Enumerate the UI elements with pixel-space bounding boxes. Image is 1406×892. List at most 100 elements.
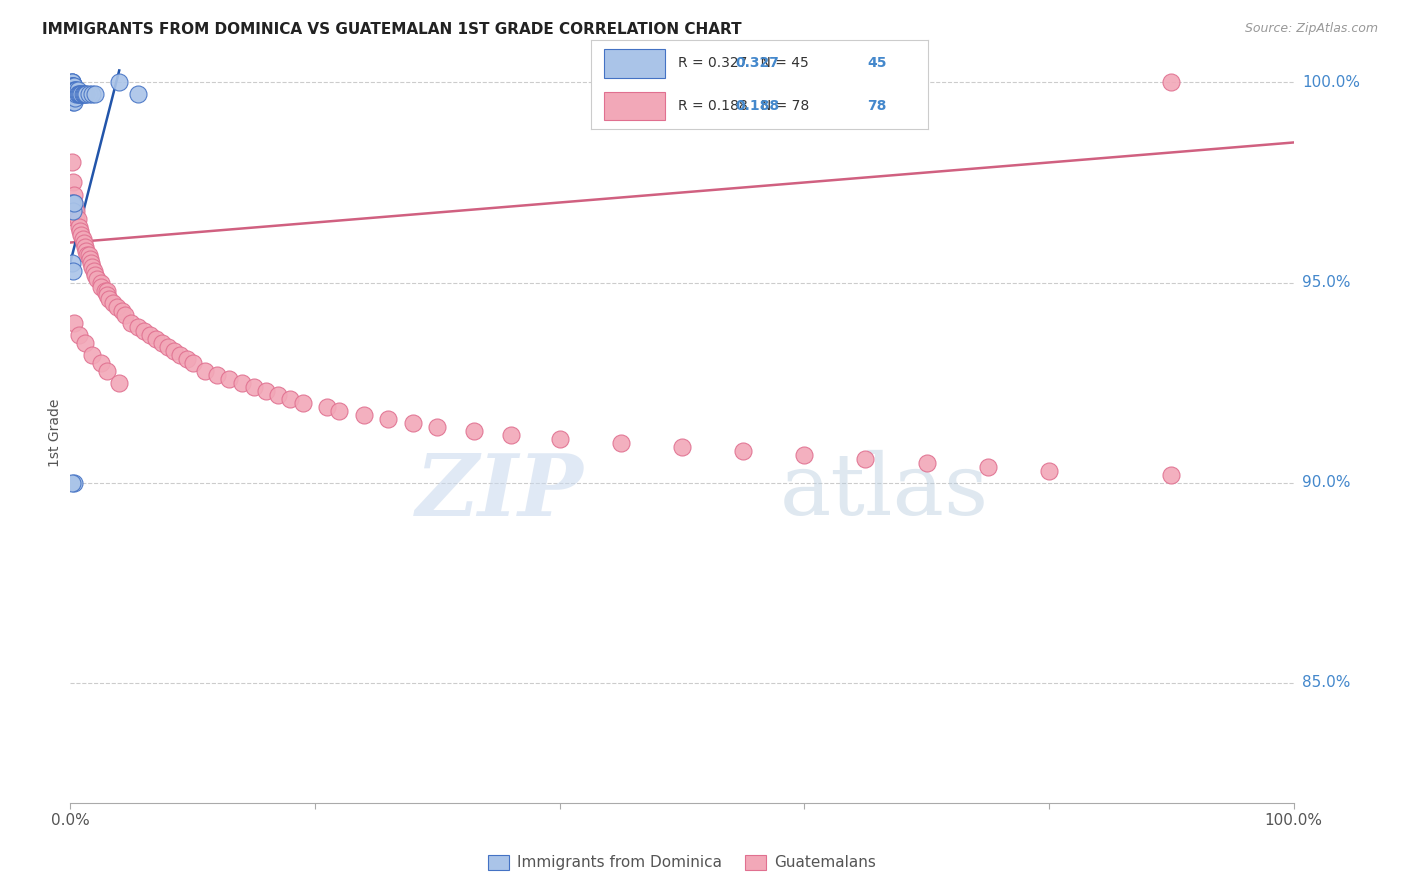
- Point: [96, 287, 118, 301]
- Point: [291, 395, 314, 409]
- Point: [67, 87, 90, 102]
- Point: [499, 427, 522, 442]
- Bar: [605, 49, 665, 78]
- Point: [82, 260, 104, 274]
- Point: [72, 87, 94, 102]
- Point: [62, 95, 84, 110]
- Point: [181, 355, 204, 369]
- Point: [73, 239, 96, 253]
- Point: [62, 263, 84, 277]
- Point: [121, 316, 143, 330]
- Point: [176, 351, 198, 366]
- Point: [62, 87, 84, 102]
- Text: 45: 45: [868, 56, 887, 70]
- Point: [62, 79, 84, 94]
- Point: [194, 363, 217, 377]
- Point: [62, 79, 84, 94]
- Point: [60, 87, 83, 102]
- Point: [63, 187, 86, 202]
- Text: 78: 78: [868, 99, 887, 113]
- Point: [70, 87, 93, 102]
- Point: [82, 87, 104, 102]
- Point: [157, 340, 180, 354]
- Point: [139, 327, 162, 342]
- Point: [63, 87, 86, 102]
- Point: [66, 211, 89, 226]
- Point: [793, 448, 815, 462]
- Point: [127, 319, 149, 334]
- Point: [63, 87, 86, 102]
- Point: [65, 203, 87, 218]
- Point: [67, 219, 90, 234]
- Point: [163, 343, 186, 358]
- Point: [62, 203, 84, 218]
- Point: [73, 335, 96, 350]
- Text: IMMIGRANTS FROM DOMINICA VS GUATEMALAN 1ST GRADE CORRELATION CHART: IMMIGRANTS FROM DOMINICA VS GUATEMALAN 1…: [42, 22, 742, 37]
- Point: [93, 284, 115, 298]
- Point: [73, 235, 96, 250]
- Point: [96, 363, 118, 377]
- Point: [60, 75, 83, 89]
- Point: [60, 79, 83, 94]
- Point: [205, 368, 228, 382]
- Text: R = 0.327   N = 45: R = 0.327 N = 45: [678, 56, 808, 70]
- Point: [70, 227, 93, 242]
- Point: [67, 327, 90, 342]
- Point: [548, 432, 571, 446]
- Point: [79, 252, 101, 266]
- Point: [671, 440, 693, 454]
- Point: [66, 83, 89, 97]
- Point: [280, 392, 302, 406]
- Point: [65, 211, 87, 226]
- Point: [101, 295, 124, 310]
- Point: [63, 83, 86, 97]
- Point: [60, 83, 83, 97]
- Point: [377, 411, 399, 425]
- Point: [80, 255, 103, 269]
- Point: [75, 244, 97, 258]
- Text: 95.0%: 95.0%: [1302, 275, 1350, 290]
- Text: 90.0%: 90.0%: [1302, 475, 1350, 490]
- Point: [90, 276, 112, 290]
- Point: [114, 308, 136, 322]
- Point: [76, 247, 98, 261]
- Point: [62, 91, 84, 105]
- Point: [65, 83, 87, 97]
- Point: [63, 91, 86, 105]
- Point: [60, 475, 83, 490]
- Point: [63, 95, 86, 110]
- Point: [976, 459, 998, 474]
- Text: 85.0%: 85.0%: [1302, 675, 1350, 690]
- Point: [83, 268, 105, 282]
- Point: [63, 195, 86, 210]
- Text: atlas: atlas: [780, 450, 988, 533]
- Point: [60, 255, 83, 269]
- Point: [328, 403, 350, 417]
- Point: [63, 475, 86, 490]
- Point: [83, 263, 105, 277]
- Point: [86, 271, 108, 285]
- Point: [62, 83, 84, 97]
- Bar: [605, 92, 665, 120]
- Point: [72, 231, 94, 245]
- Point: [63, 83, 86, 97]
- Point: [63, 79, 86, 94]
- Point: [73, 87, 96, 102]
- Point: [96, 284, 118, 298]
- Point: [60, 75, 83, 89]
- Point: [105, 300, 128, 314]
- Point: [169, 348, 191, 362]
- Text: 0.327: 0.327: [735, 56, 779, 70]
- Legend: Immigrants from Dominica, Guatemalans: Immigrants from Dominica, Guatemalans: [482, 848, 882, 877]
- Point: [132, 324, 155, 338]
- Point: [353, 408, 375, 422]
- Point: [60, 79, 83, 94]
- Point: [60, 75, 83, 89]
- Point: [65, 87, 87, 102]
- Point: [733, 443, 755, 458]
- Text: 100.0%: 100.0%: [1302, 75, 1360, 90]
- Point: [254, 384, 277, 398]
- Point: [63, 316, 86, 330]
- Text: Source: ZipAtlas.com: Source: ZipAtlas.com: [1244, 22, 1378, 36]
- Point: [77, 247, 100, 261]
